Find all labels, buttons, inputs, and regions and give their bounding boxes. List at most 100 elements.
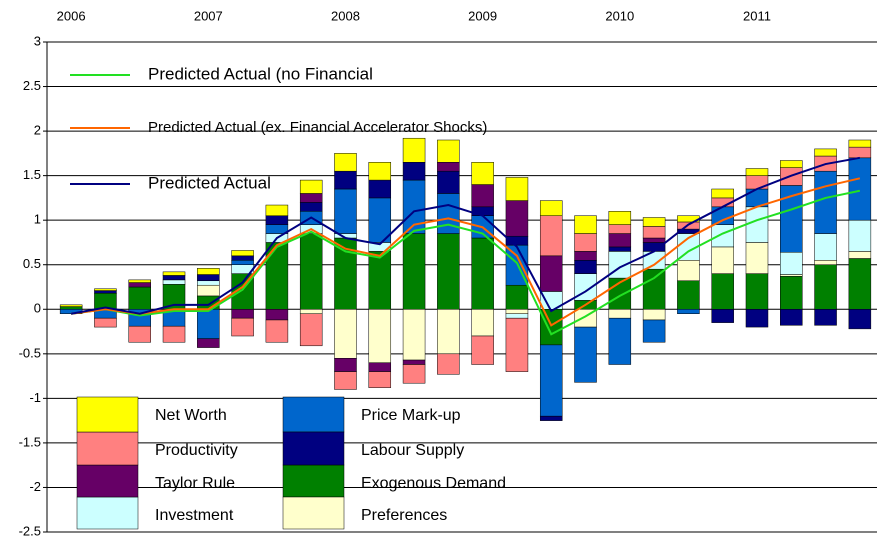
legend-label: Predicted Actual (no Financial <box>148 64 373 83</box>
x-tick-label: 2006 <box>57 8 86 23</box>
bar-segment <box>677 309 700 314</box>
bar-segment <box>471 162 494 185</box>
bar-segment <box>505 313 529 319</box>
bar-segment <box>334 170 357 190</box>
bar-segment <box>265 309 289 321</box>
bar-segment <box>848 157 872 221</box>
legend-label: Productivity <box>155 442 238 459</box>
bar-segment <box>197 280 220 286</box>
bar-segment <box>608 309 632 319</box>
bar-segment <box>848 219 872 252</box>
bar-segment <box>711 273 734 310</box>
legend-label: Price Mark-up <box>361 407 461 424</box>
bar-segment <box>197 309 220 339</box>
bar-segment <box>814 148 837 157</box>
legend-swatch <box>76 396 139 433</box>
bar-segment <box>231 317 254 337</box>
bar-segment <box>299 193 323 203</box>
bar-segment <box>231 309 254 319</box>
bar-segment <box>574 215 597 234</box>
y-tick-label: -2 <box>29 479 41 494</box>
legend-swatch <box>282 464 345 498</box>
bar-segment <box>162 271 186 276</box>
legend-label: Taylor Rule <box>155 475 235 492</box>
bar-segment <box>505 309 529 314</box>
bar-segment <box>334 358 357 372</box>
bar-segment <box>848 146 872 159</box>
bar-segment <box>780 252 803 275</box>
legend-swatch <box>282 396 345 433</box>
bar-segment <box>334 309 357 359</box>
bar-segment <box>402 137 426 163</box>
x-tick-label: 2010 <box>605 8 634 23</box>
bar-segment <box>711 206 734 225</box>
y-tick-label: 2.5 <box>23 78 41 93</box>
bar-segment <box>368 362 392 372</box>
bar-segment <box>814 309 837 326</box>
bar-segment <box>780 276 803 310</box>
bar-segment <box>59 304 83 307</box>
bar-segment <box>745 168 769 176</box>
bar-segment <box>505 284 529 310</box>
bar-segment <box>334 153 357 172</box>
bar-segment <box>642 217 666 227</box>
bar-segment <box>368 162 392 181</box>
legend-label: Exogenous Demand <box>361 475 506 492</box>
bar-segment <box>539 309 563 346</box>
bar-segment <box>197 274 220 282</box>
bar-segment <box>231 260 254 265</box>
bar-segment <box>265 204 289 216</box>
y-tick-label: -2.5 <box>19 523 41 538</box>
legend-label: Predicted Actual <box>148 173 271 192</box>
bar-segment <box>128 286 151 310</box>
bar-segment <box>745 309 769 328</box>
y-tick-label: -1.5 <box>19 434 41 449</box>
bar-segment <box>334 371 357 390</box>
bar-segment <box>505 200 529 237</box>
bar-segment <box>437 233 460 310</box>
bar-segment <box>608 211 632 225</box>
bar-segment <box>162 275 186 281</box>
y-tick-label: 0.5 <box>23 256 41 271</box>
bar-segment <box>471 237 494 310</box>
bar-segment <box>231 255 254 261</box>
bar-segment <box>711 309 734 323</box>
bar-segment <box>780 309 803 326</box>
bar-segment <box>745 206 769 243</box>
legend-label: Preferences <box>361 507 447 524</box>
bar-segment <box>642 237 666 243</box>
bar-segment <box>539 415 563 421</box>
bar-segment <box>814 264 837 310</box>
bar-segment <box>539 215 563 257</box>
y-tick-label: 3 <box>34 33 41 48</box>
bar-segment <box>505 317 529 372</box>
bar-segment <box>505 177 529 201</box>
x-tick-label: 2011 <box>743 8 771 23</box>
bar-segment <box>437 139 460 163</box>
bar-segment <box>265 319 289 343</box>
bar-segment <box>642 242 666 252</box>
legend-swatch <box>282 431 345 466</box>
bar-segment <box>848 139 872 148</box>
bar-segment <box>197 284 220 297</box>
bar-segment <box>574 260 597 274</box>
bar-segment <box>814 233 837 261</box>
bar-segment <box>299 313 323 347</box>
bar-segment <box>437 170 460 194</box>
bar-segment <box>299 309 323 314</box>
bar-segment <box>574 251 597 261</box>
bar-segment <box>539 255 563 292</box>
bar-segment <box>745 273 769 310</box>
bar-segment <box>814 170 837 234</box>
bar-segment <box>59 306 83 310</box>
bar-segment <box>642 268 666 310</box>
bar-segment <box>711 246 734 274</box>
y-tick-label: -0.5 <box>19 345 41 360</box>
bar-segment <box>162 325 186 343</box>
bar-segment <box>608 317 632 365</box>
bar-segment <box>848 309 872 330</box>
bar-segment <box>162 279 186 285</box>
bar-segment <box>574 326 597 383</box>
bar-segment <box>299 179 323 194</box>
